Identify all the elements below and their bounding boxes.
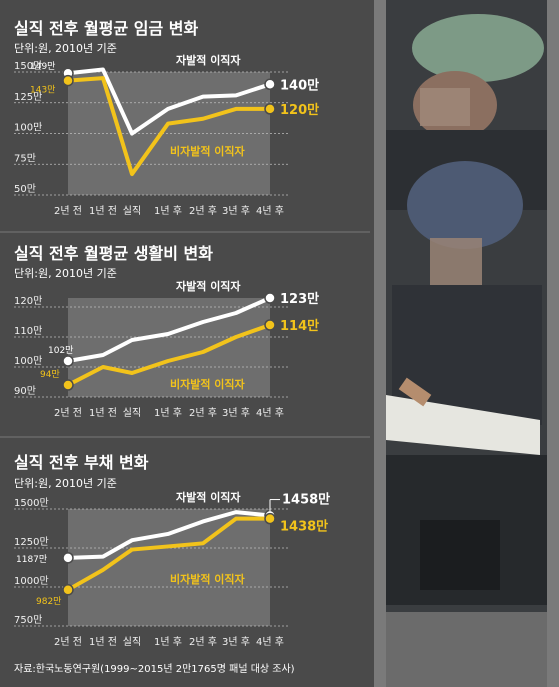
series-name: 비자발적 이직자 [170,144,246,158]
series-line-voluntary [67,67,271,136]
data-point-end [264,292,276,304]
x-tick-label: 3년 후 [222,407,250,419]
start-value-label: 1187만 [16,554,47,565]
series-name: 비자발적 이직자 [170,377,246,391]
y-tick-label: 1500만 [14,497,49,509]
data-point-start [62,74,74,87]
x-tick-label: 1년 전 [89,407,117,419]
data-point-end [264,78,276,91]
y-tick-label: 110만 [14,325,42,337]
x-tick-label: 2년 전 [54,407,82,419]
end-value-label: 120만 [280,102,319,118]
y-tick-label: 50만 [14,183,36,195]
data-point-end [264,103,276,115]
y-tick-label: 90만 [14,385,36,397]
x-tick-label: 1년 후 [154,205,182,217]
x-tick-label: 2년 전 [54,205,82,217]
y-tick-label: 120만 [14,295,42,307]
start-value-label: 982만 [36,596,61,607]
chart-unit: 단위:원, 2010년 기준 [14,477,117,490]
x-tick-label: 1년 전 [89,205,117,217]
y-tick-label: 750만 [14,614,42,626]
x-tick-label: 2년 전 [54,636,82,648]
x-tick-label: 1년 후 [154,636,182,648]
start-value-label: 94만 [40,369,60,380]
series-line-involuntary [67,516,270,592]
end-value-label: 1438만 [280,519,328,535]
x-tick-label: 1년 전 [89,636,117,648]
chart-unit: 단위:원, 2010년 기준 [14,267,117,280]
series-name: 자발적 이직자 [176,53,241,67]
source-note: 자료:한국노동연구원(1999~2015년 2만1765명 패널 대상 조사) [14,663,295,675]
series-name: 자발적 이직자 [176,490,241,504]
start-value-label: 143만 [30,85,55,96]
series-line-involuntary [67,323,271,387]
y-tick-label: 100만 [14,355,42,367]
end-value-label: 114만 [280,318,319,334]
series-name: 자발적 이직자 [176,279,241,293]
y-tick-label: 1000만 [14,575,49,587]
data-point-start [62,355,74,367]
y-tick-label: 1250만 [14,536,49,548]
y-tick-label: 75만 [14,152,36,164]
series-name: 비자발적 이직자 [170,572,246,586]
x-tick-label: 실직 [123,205,141,217]
series-line-voluntary [67,296,271,363]
start-value-label: 102만 [48,345,73,356]
chart-title: 실직 전후 월평균 임금 변화 [14,19,198,38]
chart-unit: 단위:원, 2010년 기준 [14,42,117,55]
x-tick-label: 3년 후 [222,205,250,217]
series-line-voluntary [67,510,271,560]
data-point-start [62,584,74,596]
x-tick-label: 실직 [123,636,141,648]
chart-title: 실직 전후 월평균 생활비 변화 [14,244,213,263]
x-tick-label: 2년 후 [189,205,217,217]
plot-shade [68,72,270,195]
end-value-label: 123만 [280,291,319,307]
end-value-label: 1458만 [282,492,330,508]
x-tick-label: 2년 후 [189,636,217,648]
data-point-start [62,552,74,564]
y-tick-label: 150만 [14,60,42,72]
plot-shade [68,509,270,626]
y-tick-label: 100만 [14,122,42,134]
photo-panel [374,0,559,687]
y-tick-label: 125만 [14,91,42,103]
x-tick-label: 4년 후 [256,205,284,217]
x-tick-label: 2년 후 [189,407,217,419]
chart-title: 실직 전후 부채 변화 [14,453,149,472]
x-tick-label: 실직 [123,407,141,419]
data-point-start [62,379,74,391]
x-tick-label: 4년 후 [256,407,284,419]
data-point-end [264,319,276,331]
end-value-label: 140만 [280,77,319,93]
x-tick-label: 4년 후 [256,636,284,648]
series-line-involuntary [67,76,270,177]
x-tick-label: 1년 후 [154,407,182,419]
start-value-label: 149만 [30,61,55,72]
data-point-end [264,512,276,525]
x-tick-label: 3년 후 [222,636,250,648]
